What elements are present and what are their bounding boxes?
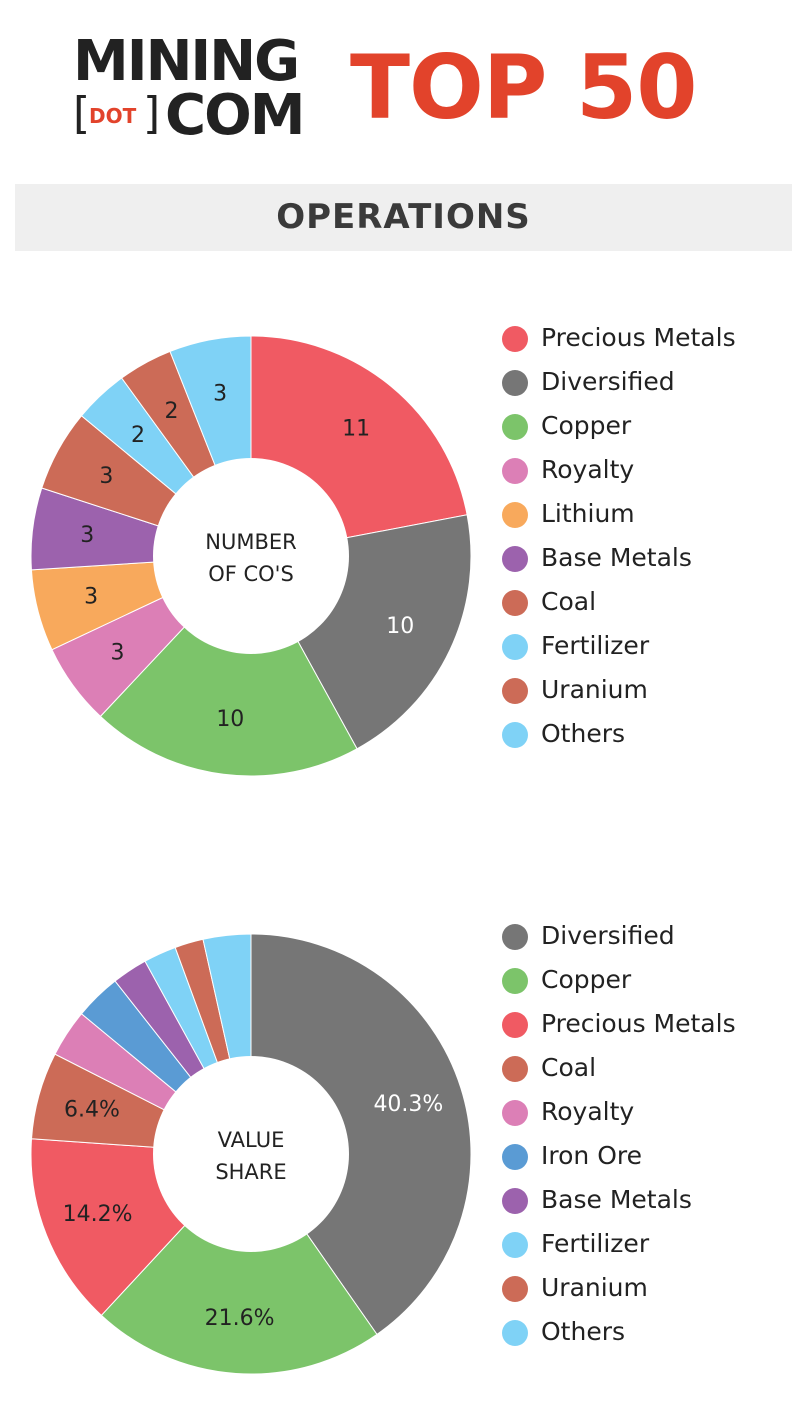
- companies-legend-label-coal: Coal: [541, 587, 597, 616]
- value-share-legend-item-precious-metals: Precious Metals: [500, 1006, 800, 1042]
- companies-legend-item-precious-metals: Precious Metals: [500, 320, 800, 356]
- companies-legend-item-fertilizer: Fertilizer: [500, 628, 800, 664]
- companies-legend-swatch-diversified: [502, 370, 528, 396]
- section-header-bar: OPERATIONS: [15, 184, 792, 251]
- companies-legend-item-others: Others: [500, 716, 800, 752]
- value-share-legend-item-royalty: Royalty: [500, 1094, 800, 1130]
- logo-bracket-right: ]: [143, 88, 161, 139]
- companies-legend-item-copper: Copper: [500, 408, 800, 444]
- value-share-legend-item-others: Others: [500, 1314, 800, 1350]
- companies-slice-copper: [99, 555, 358, 777]
- value-share-legend-label-diversified: Diversified: [541, 921, 675, 950]
- value-share-data-label-copper: 21.6%: [205, 1306, 275, 1331]
- companies-legend-swatch-others: [502, 722, 528, 748]
- companies-data-label-others: 3: [213, 381, 227, 406]
- logo-bracket-left: [: [73, 88, 91, 139]
- companies-legend-swatch-fertilizer: [502, 634, 528, 660]
- logo-dot: DOT: [89, 104, 137, 128]
- logo-com: COM: [165, 83, 305, 148]
- page-title: TOP 50: [350, 36, 697, 139]
- value-share-data-label-precious-metals: 14.2%: [63, 1202, 133, 1227]
- value-share-legend-item-iron-ore: Iron Ore: [500, 1138, 800, 1174]
- value-share-legend-swatch-iron-ore: [502, 1144, 528, 1170]
- number-of-companies-legend: Precious Metals Diversified Copper Royalty L…: [500, 320, 800, 760]
- companies-legend-item-diversified: Diversified: [500, 364, 800, 400]
- value-share-legend-label-precious-metals: Precious Metals: [541, 1009, 736, 1038]
- companies-legend-swatch-precious-metals: [502, 326, 528, 352]
- companies-legend-swatch-lithium: [502, 502, 528, 528]
- value-share-legend-label-base-metals: Base Metals: [541, 1185, 692, 1214]
- companies-legend-swatch-base-metals: [502, 546, 528, 572]
- value-share-legend-swatch-diversified: [502, 924, 528, 950]
- section-title: OPERATIONS: [276, 197, 531, 237]
- value-share-slice-copper: [100, 1153, 378, 1375]
- companies-legend-label-base-metals: Base Metals: [541, 543, 692, 572]
- companies-legend-label-fertilizer: Fertilizer: [541, 631, 650, 660]
- value-share-data-label-diversified: 40.3%: [373, 1092, 443, 1117]
- value-share-legend-label-uranium: Uranium: [541, 1273, 648, 1302]
- value-share-legend-swatch-copper: [502, 968, 528, 994]
- value-share-legend-label-fertilizer: Fertilizer: [541, 1229, 650, 1258]
- value-share-legend-swatch-royalty: [502, 1100, 528, 1126]
- companies-legend-item-lithium: Lithium: [500, 496, 800, 532]
- value-share-legend-label-coal: Coal: [541, 1053, 597, 1082]
- value-share-center-label-line-1: VALUE: [218, 1128, 285, 1152]
- mining-dot-com-logo: MINING [ DOT ] COM: [73, 34, 313, 144]
- companies-legend-item-coal: Coal: [500, 584, 800, 620]
- companies-data-label-base-metals: 3: [80, 523, 94, 548]
- companies-legend-swatch-uranium: [502, 678, 528, 704]
- companies-legend-item-uranium: Uranium: [500, 672, 800, 708]
- companies-legend-label-others: Others: [541, 719, 626, 748]
- value-share-legend-swatch-coal: [502, 1056, 528, 1082]
- companies-legend-item-royalty: Royalty: [500, 452, 800, 488]
- companies-data-label-fertilizer: 2: [131, 423, 145, 448]
- companies-legend-swatch-coal: [502, 590, 528, 616]
- value-share-donut-hole: [153, 1056, 349, 1252]
- logo-line1: MINING: [73, 29, 300, 94]
- header: MINING [ DOT ] COM TOP 50: [0, 0, 806, 170]
- companies-legend-swatch-copper: [502, 414, 528, 440]
- value-share-donut-chart: 40.3% 21.6% 14.2% 6.4% VALUE SHARE: [30, 933, 472, 1375]
- value-share-data-label-coal: 6.4%: [64, 1097, 120, 1122]
- value-share-legend-item-diversified: Diversified: [500, 918, 800, 954]
- companies-legend-label-diversified: Diversified: [541, 367, 675, 396]
- companies-legend-swatch-royalty: [502, 458, 528, 484]
- value-share-legend-label-others: Others: [541, 1317, 626, 1346]
- value-share-legend-label-royalty: Royalty: [541, 1097, 635, 1126]
- value-share-legend-item-base-metals: Base Metals: [500, 1182, 800, 1218]
- value-share-legend-swatch-base-metals: [502, 1188, 528, 1214]
- companies-center-label-line-1: NUMBER: [205, 530, 296, 554]
- companies-donut-hole: [153, 458, 349, 654]
- companies-legend-label-lithium: Lithium: [541, 499, 635, 528]
- value-share-legend-swatch-precious-metals: [502, 1012, 528, 1038]
- value-share-legend-swatch-fertilizer: [502, 1232, 528, 1258]
- companies-legend-label-uranium: Uranium: [541, 675, 648, 704]
- companies-data-label-diversified: 10: [386, 614, 414, 639]
- value-share-legend-swatch-others: [502, 1320, 528, 1346]
- value-share-slice-diversified: [250, 933, 472, 1336]
- companies-legend-label-precious-metals: Precious Metals: [541, 323, 736, 352]
- companies-legend-item-base-metals: Base Metals: [500, 540, 800, 576]
- companies-legend-label-copper: Copper: [541, 411, 632, 440]
- value-share-legend: Diversified Copper Precious Metals Coal Roya…: [500, 918, 800, 1358]
- value-share-legend-item-fertilizer: Fertilizer: [500, 1226, 800, 1262]
- value-share-legend-label-iron-ore: Iron Ore: [541, 1141, 642, 1170]
- value-share-legend-swatch-uranium: [502, 1276, 528, 1302]
- value-share-legend-item-coal: Coal: [500, 1050, 800, 1086]
- companies-data-label-uranium: 2: [165, 399, 179, 424]
- companies-data-label-coal: 3: [99, 464, 113, 489]
- value-share-legend-item-copper: Copper: [500, 962, 800, 998]
- companies-data-label-royalty: 3: [111, 640, 125, 665]
- value-share-legend-label-copper: Copper: [541, 965, 632, 994]
- companies-data-label-lithium: 3: [84, 585, 98, 610]
- companies-center-label-line-2: OF CO'S: [208, 562, 294, 586]
- companies-data-label-precious-metals: 11: [342, 416, 370, 441]
- value-share-legend-item-uranium: Uranium: [500, 1270, 800, 1306]
- companies-data-label-copper: 10: [216, 707, 244, 732]
- value-share-center-label-line-2: SHARE: [215, 1160, 286, 1184]
- companies-legend-label-royalty: Royalty: [541, 455, 635, 484]
